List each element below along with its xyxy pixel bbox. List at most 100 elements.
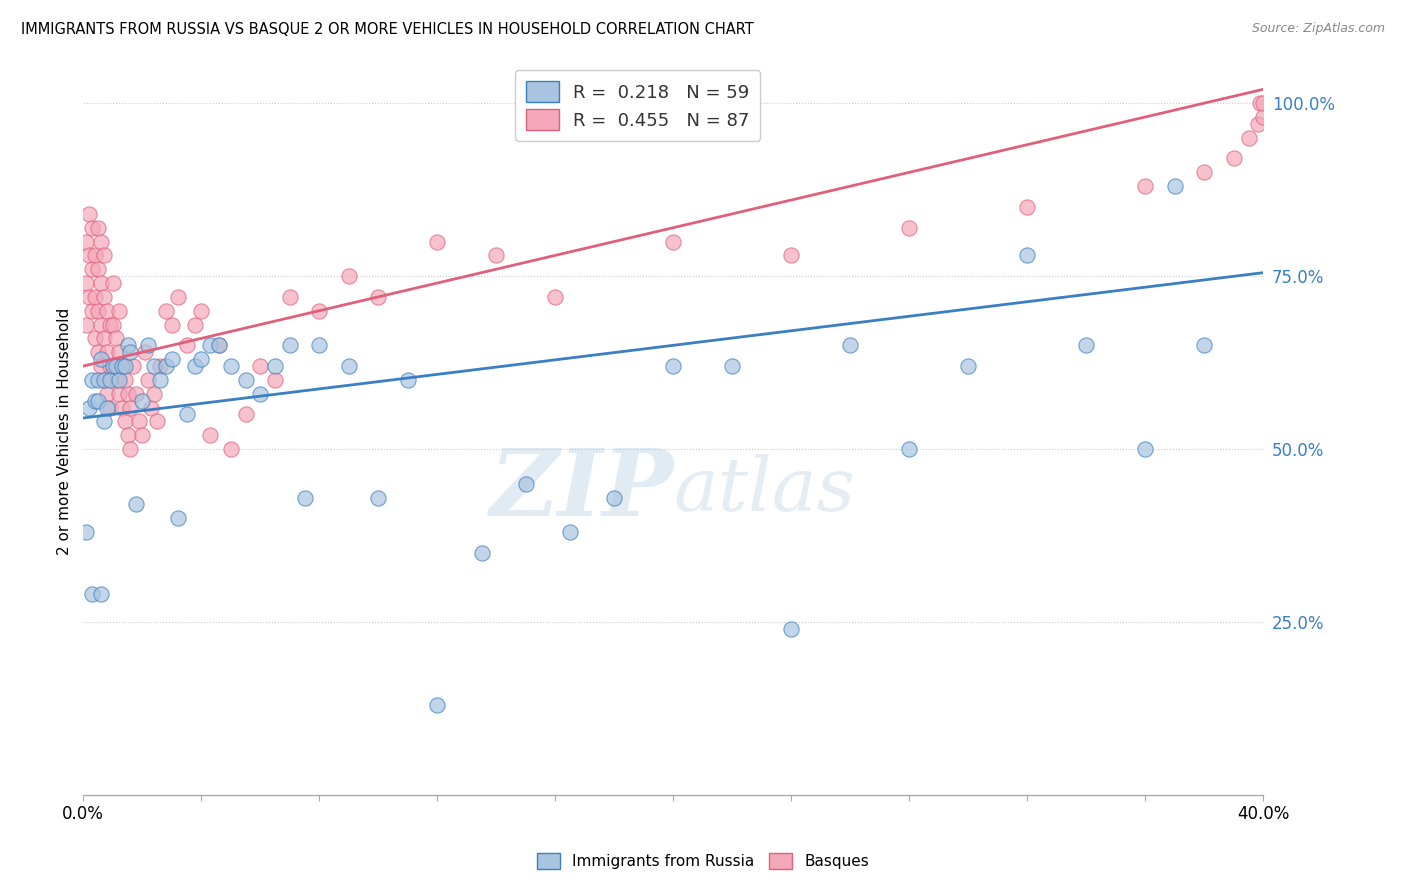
Text: Source: ZipAtlas.com: Source: ZipAtlas.com [1251,22,1385,36]
Point [93,373,115,387]
Point [544,290,567,304]
Text: atlas: atlas [673,454,855,526]
Point [75,525,97,540]
Point [176,338,198,352]
Point [93,248,115,262]
Point [198,428,221,442]
Point [122,359,145,373]
Point [515,476,537,491]
Point [93,373,115,387]
Point [93,414,115,428]
Point [235,408,257,422]
Point [90,359,112,373]
Point [114,359,136,373]
Point [278,290,301,304]
Point [160,352,183,367]
Point [1223,152,1246,166]
Point [87,373,110,387]
Point [93,290,115,304]
Point [898,442,921,456]
Point [96,345,118,359]
Point [101,359,124,373]
Point [1237,130,1260,145]
Point [190,303,212,318]
Point [131,393,153,408]
Point [143,359,166,373]
Point [160,318,183,332]
Point [96,401,118,415]
Point [131,428,153,442]
Point [367,290,389,304]
Point [1076,338,1098,352]
Point [662,359,685,373]
Point [1253,96,1275,111]
Point [308,338,330,352]
Point [219,442,242,456]
Point [471,546,494,560]
Point [104,331,127,345]
Point [117,428,139,442]
Point [82,262,104,277]
Point [603,491,626,505]
Point [87,393,110,408]
Legend: Immigrants from Russia, Basques: Immigrants from Russia, Basques [530,847,876,875]
Point [337,269,360,284]
Point [264,373,287,387]
Point [264,359,287,373]
Point [1135,179,1157,194]
Point [208,338,231,352]
Point [134,345,156,359]
Point [117,386,139,401]
Point [125,498,148,512]
Point [107,386,129,401]
Point [107,373,129,387]
Point [90,318,112,332]
Point [190,352,212,367]
Point [141,401,163,415]
Point [780,622,803,636]
Y-axis label: 2 or more Vehicles in Household: 2 or more Vehicles in Household [58,308,72,556]
Point [149,373,172,387]
Text: ZIP: ZIP [489,445,673,535]
Point [721,359,744,373]
Point [839,338,862,352]
Point [98,401,121,415]
Point [101,318,124,332]
Point [155,359,177,373]
Point [780,248,803,262]
Point [96,386,118,401]
Point [101,359,124,373]
Point [111,359,134,373]
Point [155,303,177,318]
Point [184,359,207,373]
Point [898,220,921,235]
Point [87,262,110,277]
Point [308,303,330,318]
Point [1017,248,1039,262]
Point [111,359,134,373]
Point [98,318,121,332]
Point [77,248,100,262]
Point [294,491,316,505]
Point [1017,200,1039,214]
Point [558,525,581,540]
Text: IMMIGRANTS FROM RUSSIA VS BASQUE 2 OR MORE VEHICLES IN HOUSEHOLD CORRELATION CHA: IMMIGRANTS FROM RUSSIA VS BASQUE 2 OR MO… [21,22,754,37]
Point [104,373,127,387]
Point [101,276,124,290]
Point [337,359,360,373]
Point [77,207,100,221]
Point [166,511,188,525]
Point [75,318,97,332]
Point [662,235,685,249]
Point [1246,117,1268,131]
Point [82,587,104,601]
Point [1135,442,1157,456]
Point [166,290,188,304]
Point [107,303,129,318]
Point [426,698,449,712]
Point [426,235,449,249]
Legend: R =  0.218   N = 59, R =  0.455   N = 87: R = 0.218 N = 59, R = 0.455 N = 87 [516,70,761,141]
Point [396,373,419,387]
Point [957,359,980,373]
Point [1253,110,1275,124]
